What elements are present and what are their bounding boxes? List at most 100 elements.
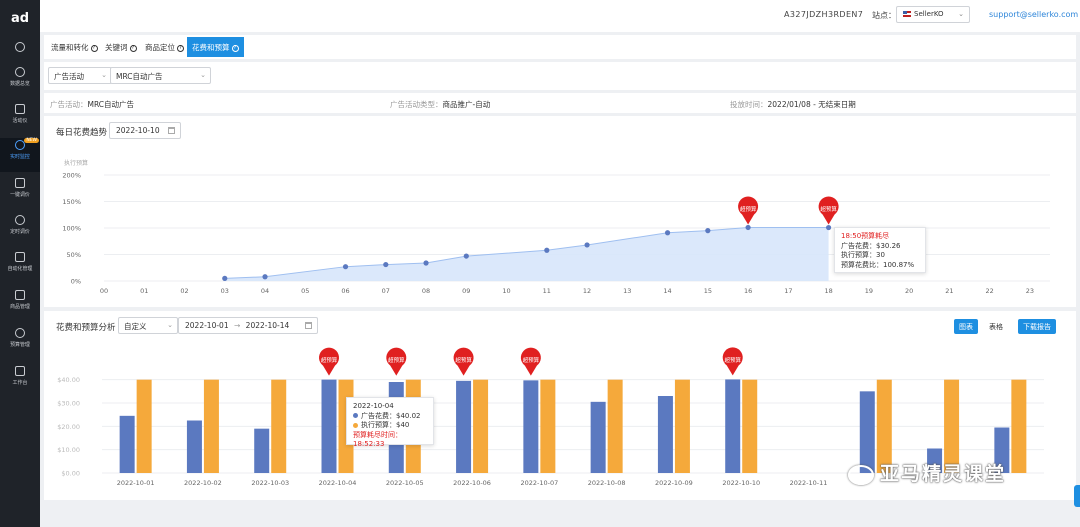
side-float-tab[interactable] <box>1074 485 1080 507</box>
type-select[interactable]: 广告活动 ⌄ <box>48 67 112 84</box>
marker-label: 超预算 <box>523 356 540 364</box>
start-date: 2022-10-01 <box>185 321 229 330</box>
over-budget-marker: 超预算 <box>453 347 474 376</box>
budget-bar <box>136 379 152 473</box>
data-point <box>544 247 550 253</box>
report-tabs: 流量和转化? 关键词? 商品定位? 花费和预算? <box>44 35 1076 59</box>
sidebar-item-automation[interactable]: 自动化管理 <box>0 250 40 284</box>
info-time: 投放时间：2022/01/08 - 无结束日期 <box>730 99 856 110</box>
campaign-select[interactable]: MRC自动广告 ⌄ <box>110 67 211 84</box>
data-point <box>584 242 590 248</box>
table-view-button[interactable]: 表格 <box>989 323 1003 331</box>
marker-pin <box>520 347 541 376</box>
info-key: 广告活动： <box>50 100 88 109</box>
data-point <box>423 260 429 266</box>
x-tick-label: 00 <box>100 287 108 295</box>
sliders-icon <box>15 252 25 262</box>
y-tick-label: 200% <box>62 172 81 180</box>
tooltip-key: 广告花费： <box>841 241 876 250</box>
tab-label: 花费和预算 <box>192 43 230 52</box>
download-report-button[interactable]: 下载报告 <box>1018 319 1056 334</box>
marker-pin <box>453 347 474 376</box>
sidebar-item-scheduled-bid[interactable]: 定时调价 <box>0 213 40 247</box>
budget-legend-dot <box>353 422 358 428</box>
chart-view-button[interactable]: 图表 <box>954 319 978 334</box>
sidebar-item-label: 实时监控 <box>10 154 30 160</box>
x-tick-label: 23 <box>1026 287 1034 295</box>
over-budget-marker: 超预算 <box>520 347 541 376</box>
tooltip-key: 广告花费： <box>361 411 396 420</box>
sidebar: ad 数据总览 活动仪 NEW 实时监控 一键调价 定时调价 自动化管理 商品管理… <box>0 0 40 527</box>
grid-icon <box>15 366 25 376</box>
x-tick-label: 2022-10-04 <box>319 479 357 487</box>
chevron-down-icon: ⌄ <box>200 71 206 79</box>
box-icon <box>15 290 25 300</box>
tab-product-targeting[interactable]: 商品定位? <box>140 37 189 57</box>
tab-keywords[interactable]: 关键词? <box>100 37 142 57</box>
over-budget-marker: 超预算 <box>722 347 743 376</box>
spend-bar <box>254 428 270 473</box>
tab-label: 流量和转化 <box>51 43 89 52</box>
sidebar-item-bid-adjust[interactable]: 一键调价 <box>0 176 40 210</box>
budget-bar <box>876 379 892 473</box>
budget-bar <box>944 379 960 473</box>
campaign-info: 广告活动：MRC自动广告 广告活动类型：商品推广-自动 投放时间：2022/01… <box>44 93 1076 113</box>
spend-bar <box>186 420 202 473</box>
x-tick-label: 02 <box>180 287 188 295</box>
tab-traffic[interactable]: 流量和转化? <box>46 37 103 57</box>
x-tick-label: 19 <box>865 287 873 295</box>
chevron-down-icon: ⌄ <box>167 321 173 329</box>
monitor-icon <box>15 140 25 150</box>
x-tick-label: 2022-10-02 <box>184 479 222 487</box>
budget-bar <box>742 379 758 473</box>
sidebar-item-budget[interactable]: 预算管理 <box>0 326 40 360</box>
wechat-icon <box>848 464 874 485</box>
date-range-picker[interactable]: 2022-10-01 → 2022-10-14 <box>178 317 318 334</box>
x-tick-label: 12 <box>583 287 591 295</box>
tooltip-budget: 执行预算：$40 <box>353 421 427 431</box>
sidebar-item-label: 定时调价 <box>10 229 30 235</box>
info-key: 投放时间： <box>730 100 768 109</box>
spend-bar <box>119 415 135 473</box>
over-budget-marker: 超预算 <box>818 196 839 225</box>
support-email-link[interactable]: support@sellerko.com <box>989 10 1079 19</box>
info-campaign: 广告活动：MRC自动广告 <box>50 99 134 110</box>
tooltip-date: 2022-10-04 <box>353 402 394 410</box>
y-tick-label: $20.00 <box>57 423 80 431</box>
x-tick-label: 03 <box>221 287 229 295</box>
tab-spend-budget[interactable]: 花费和预算? <box>187 37 244 57</box>
line-chart-icon <box>15 104 25 114</box>
y-axis-label: 执行预算 <box>64 159 88 167</box>
over-budget-marker: 超预算 <box>738 196 759 225</box>
trend-date-picker[interactable]: 2022-10-10 <box>109 122 181 139</box>
spend-legend-dot <box>353 413 358 418</box>
marker-label: 超预算 <box>388 356 405 364</box>
x-tick-label: 2022-10-03 <box>251 479 289 487</box>
calendar-icon <box>305 322 312 329</box>
tooltip-value: 18:52:33 <box>353 440 385 448</box>
spend-bar <box>927 448 943 473</box>
sidebar-item-activity[interactable]: 活动仪 <box>0 102 40 136</box>
adjust-icon <box>15 178 25 188</box>
site-value: SellerKO <box>914 10 944 18</box>
spend-budget-analysis-panel: 花费和预算分析 自定义 ⌄ 2022-10-01 → 2022-10-14 图表 … <box>44 311 1076 500</box>
spend-area <box>224 227 829 281</box>
x-tick-label: 04 <box>261 287 269 295</box>
sidebar-item-label: 自动化管理 <box>7 266 33 272</box>
sidebar-item-label: 工作台 <box>12 380 28 386</box>
panel-title: 每日花费趋势 <box>56 128 108 138</box>
sidebar-item-products[interactable]: 商品管理 <box>0 288 40 322</box>
tooltip-key: 预算花费比： <box>841 260 883 269</box>
sidebar-item-overview[interactable]: 数据总览 <box>0 65 40 99</box>
range-separator: → <box>233 321 241 330</box>
sidebar-item-workbench[interactable]: 工作台 <box>0 364 40 398</box>
x-tick-label: 2022-10-10 <box>722 479 760 487</box>
site-select[interactable]: SellerKO ⌄ <box>896 6 970 23</box>
marker-pin <box>722 347 743 376</box>
sidebar-item-realtime[interactable]: NEW 实时监控 <box>0 138 40 172</box>
range-type-select[interactable]: 自定义 ⌄ <box>118 317 178 334</box>
spend-bar <box>523 380 539 473</box>
sidebar-item-home[interactable] <box>0 40 40 74</box>
marker-label: 超预算 <box>321 356 338 364</box>
account-id: A327JDZH3RDEN7 <box>784 10 864 19</box>
